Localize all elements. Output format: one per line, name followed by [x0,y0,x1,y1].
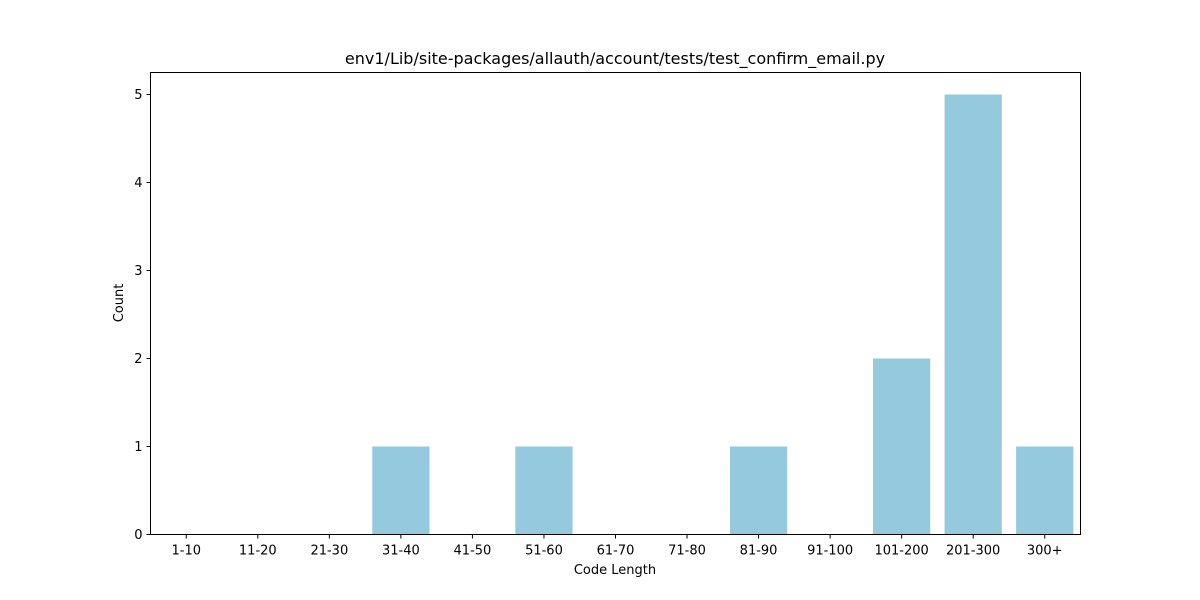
x-tick-label: 81-90 [740,544,778,559]
bar-51-60 [515,446,573,535]
y-axis-title: Count [112,284,127,323]
x-tick-label: 71-80 [668,544,706,559]
x-tick-label: 11-20 [239,544,277,559]
y-axis: 0 1 2 3 4 5 [134,88,151,543]
y-tick-label: 4 [134,176,142,191]
y-tick-label: 3 [134,264,142,279]
y-tick-label: 2 [134,352,142,367]
y-tick-label: 0 [134,528,142,543]
x-tick-label: 61-70 [597,544,635,559]
plot-frame [150,72,1081,535]
y-tick-label: 1 [134,440,142,455]
x-tick-label: 300+ [1027,544,1063,559]
bar-31-40 [372,446,430,535]
bar-201-300 [944,94,1002,535]
x-tick-label: 91-100 [807,544,853,559]
bar-81-90 [729,446,788,535]
bar-101-200 [873,358,931,535]
x-axis: 1-10 11-20 21-30 31-40 41-50 51-60 61-70 71-80 8… [172,534,1063,559]
x-tick-label: 31-40 [382,544,420,559]
bar-300+ [1016,446,1074,535]
x-tick-label: 101-200 [874,544,928,559]
x-tick-label: 41-50 [454,544,492,559]
x-tick-label: 1-10 [172,544,202,559]
x-tick-label: 21-30 [310,544,348,559]
chart-title: env1/Lib/site-packages/allauth/account/t… [345,49,885,69]
y-tick-label: 5 [134,88,142,103]
bars-group [372,94,1074,535]
x-tick-label: 51-60 [525,544,563,559]
x-axis-title: Code Length [574,563,656,578]
x-tick-label: 201-300 [946,544,1000,559]
